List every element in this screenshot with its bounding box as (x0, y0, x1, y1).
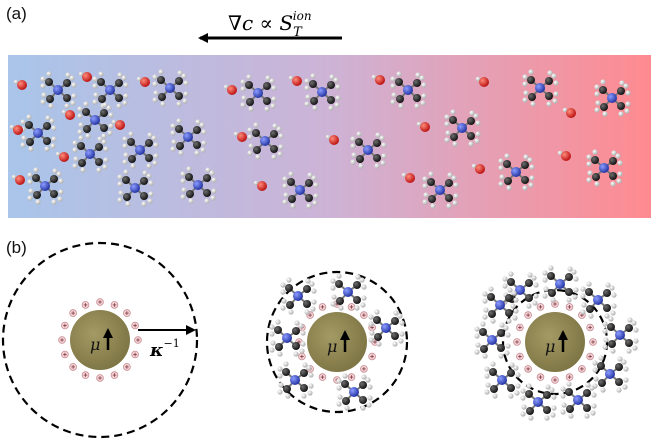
panel-label-b: (b) (6, 238, 27, 257)
tetramethylammonium-icon (559, 380, 598, 420)
counter-ion-icon (81, 371, 90, 379)
colloid-middle: μ (265, 270, 409, 414)
counter-ion-icon (123, 363, 131, 371)
counter-ion-icon (565, 373, 574, 381)
counter-ion-icon (589, 338, 597, 346)
counter-ion-icon (516, 352, 524, 361)
counter-ion-icon (69, 363, 77, 371)
counter-ion-icon (96, 374, 104, 382)
counter-ion-icon (131, 321, 139, 330)
colloid-particle (307, 312, 367, 372)
counter-ion-icon (536, 303, 545, 311)
counter-ion-icon (347, 303, 356, 311)
counter-ion-icon (578, 365, 586, 373)
counter-ion-icon (347, 373, 356, 381)
counter-ion-icon (58, 336, 66, 344)
tetramethylammonium-icon (483, 360, 522, 400)
counter-ion-icon (516, 323, 524, 332)
colloid-particle (525, 312, 585, 372)
counter-ion-icon (298, 352, 306, 361)
tetramethylammonium-icon (601, 315, 640, 355)
counter-ion-icon (134, 336, 142, 344)
colloid-left: μ κ−1 (1, 241, 199, 439)
debye-length-boundary (1, 241, 199, 439)
counter-ion-icon (360, 365, 368, 373)
tetramethylammonium-icon (591, 354, 630, 394)
counter-ion-icon (61, 350, 69, 359)
counter-ion-icon (131, 350, 139, 359)
panel-label-a: (a) (6, 4, 27, 23)
counter-ion-icon (586, 323, 594, 332)
counter-ion-icon (123, 309, 131, 317)
counter-ion-icon (565, 303, 574, 311)
counter-ion-icon (96, 298, 104, 306)
counter-ion-icon (110, 301, 119, 309)
counter-ion-icon (524, 365, 532, 373)
particle-mu-label: μ (327, 337, 337, 356)
counter-ion-icon (368, 352, 376, 361)
equation-lhs: ∇c ∝ S (228, 11, 293, 35)
counter-ion-icon (69, 309, 77, 317)
particle-mu-label: μ (90, 335, 100, 354)
counter-ion-icon (318, 303, 327, 311)
gradient-equation: ∇c ∝ STion (228, 9, 312, 40)
counter-ion-icon (551, 376, 559, 384)
tetramethylammonium-icon (276, 360, 315, 400)
counter-ion-icon (318, 373, 327, 381)
particle-mu-label: μ (545, 337, 555, 356)
tetramethylammonium-icon (519, 382, 558, 422)
debye-length-label: κ−1 (149, 337, 180, 361)
counter-ion-icon (61, 321, 69, 330)
counter-ion-icon (536, 373, 545, 381)
tetramethylammonium-icon (473, 320, 512, 360)
counter-ion-icon (81, 301, 90, 309)
equation-sup: ion (293, 9, 312, 23)
counter-ion-icon (524, 311, 532, 319)
counter-ion-icon (513, 338, 521, 346)
equation-sub: T (293, 25, 303, 40)
debye-length-boundary (265, 270, 409, 414)
tetramethylammonium-icon (541, 264, 580, 304)
counter-ion-icon (360, 311, 368, 319)
counter-ion-icon (586, 352, 594, 361)
colloid-particle (70, 310, 130, 370)
counter-ion-icon (110, 371, 119, 379)
colloid-right: μ (473, 264, 640, 422)
tetramethylammonium-icon (268, 318, 307, 358)
